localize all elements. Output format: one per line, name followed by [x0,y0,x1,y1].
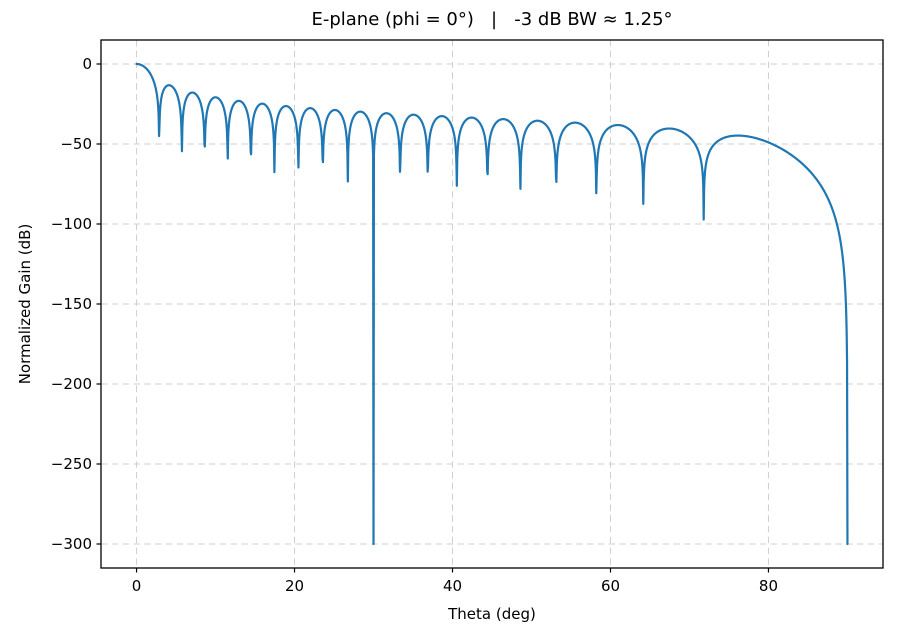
y-tick-label: −200 [51,375,92,393]
x-tick-label: 80 [759,577,778,595]
gain-curve [135,62,849,546]
x-tick-label: 60 [601,577,620,595]
y-tick-label: −50 [60,135,92,153]
y-tick-label: 0 [82,55,92,73]
x-axis-label: Theta (deg) [448,605,536,623]
tick-labels: 0 20 40 60 80 0 −50 −100 −150 −200 −250 −300 [51,55,778,595]
x-tick-label: 40 [443,577,462,595]
y-axis-label: Normalized Gain (dB) [16,223,34,385]
gridlines [101,40,883,568]
x-tick-label: 20 [285,577,304,595]
y-tick-label: −150 [51,295,92,313]
gain-curve-path [135,62,849,546]
chart-title: E-plane (phi = 0°) | -3 dB BW ≈ 1.25° [311,9,673,30]
y-tick-label: −250 [51,455,92,473]
x-tick-label: 0 [132,577,142,595]
axis-ticks [96,63,770,573]
y-tick-label: −300 [51,535,92,553]
y-tick-label: −100 [51,215,92,233]
